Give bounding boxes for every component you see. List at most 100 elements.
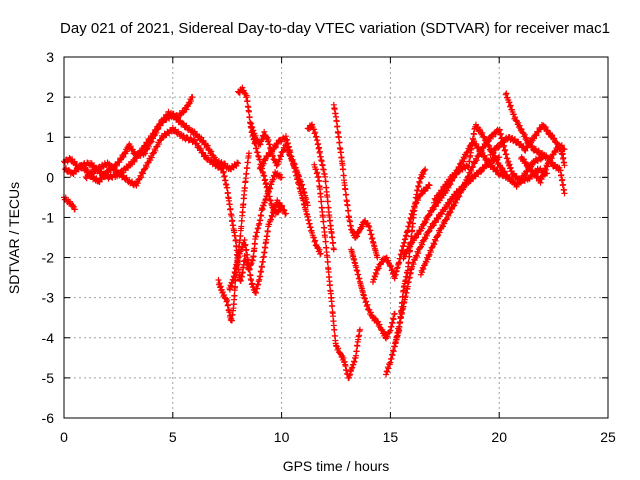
data-point xyxy=(531,135,538,142)
data-point xyxy=(134,180,141,187)
data-point xyxy=(219,289,226,296)
data-point xyxy=(246,113,253,120)
y-tick-label: 1 xyxy=(46,129,54,145)
data-point xyxy=(258,136,265,143)
data-point xyxy=(506,99,513,106)
data-point xyxy=(140,146,147,153)
data-point xyxy=(261,128,268,135)
data-point xyxy=(466,171,473,178)
data-series xyxy=(62,110,242,182)
data-point xyxy=(277,153,284,160)
data-point xyxy=(260,160,267,167)
data-point xyxy=(415,250,422,257)
data-point xyxy=(409,220,416,227)
data-point xyxy=(311,130,318,137)
data-point xyxy=(419,269,426,276)
data-point xyxy=(431,241,438,248)
data-point xyxy=(71,206,78,213)
data-point xyxy=(343,191,350,198)
data-point xyxy=(238,217,245,224)
data-point xyxy=(359,223,366,230)
data-point xyxy=(138,174,145,181)
data-point xyxy=(313,166,320,173)
data-point xyxy=(484,138,491,145)
data-point xyxy=(197,145,204,152)
data-point xyxy=(363,303,370,310)
data-point xyxy=(522,171,529,178)
data-point xyxy=(314,169,321,176)
data-point xyxy=(465,163,472,170)
data-point xyxy=(512,114,519,121)
data-point xyxy=(364,301,371,308)
data-point xyxy=(312,237,319,244)
data-point xyxy=(363,298,370,305)
data-point xyxy=(417,244,424,251)
data-point xyxy=(558,142,565,149)
data-point xyxy=(220,168,227,175)
data-point xyxy=(152,147,159,154)
y-tick-label: -4 xyxy=(42,330,55,346)
data-point xyxy=(461,183,468,190)
data-point xyxy=(542,124,549,131)
data-point xyxy=(419,225,426,232)
data-point xyxy=(324,258,331,265)
data-point xyxy=(331,326,338,333)
data-point xyxy=(494,167,501,174)
data-point xyxy=(229,217,236,224)
data-point xyxy=(385,257,392,264)
data-point xyxy=(495,144,502,151)
data-point xyxy=(441,220,448,227)
data-points xyxy=(61,84,568,382)
data-point xyxy=(238,223,245,230)
data-point xyxy=(365,306,372,313)
data-point xyxy=(336,139,343,146)
y-tick-label: -5 xyxy=(42,370,55,386)
data-point xyxy=(148,154,155,161)
data-point xyxy=(157,121,164,128)
data-point xyxy=(274,140,281,147)
data-point xyxy=(342,186,349,193)
data-point xyxy=(401,253,408,260)
data-point xyxy=(415,183,422,190)
data-point xyxy=(261,249,268,256)
data-point xyxy=(318,198,325,205)
x-axis-label: GPS time / hours xyxy=(283,458,390,474)
data-point xyxy=(188,98,195,105)
data-series xyxy=(61,194,78,213)
data-point xyxy=(316,246,323,253)
data-point xyxy=(155,125,162,132)
data-point xyxy=(476,126,483,133)
data-point xyxy=(148,134,155,141)
data-point xyxy=(322,178,329,185)
data-point xyxy=(354,233,361,240)
data-point xyxy=(329,234,336,241)
data-point xyxy=(533,132,540,139)
data-point xyxy=(277,206,284,213)
data-point xyxy=(208,148,215,155)
plot-frame xyxy=(63,56,609,419)
data-point xyxy=(246,266,253,273)
data-point xyxy=(516,122,523,129)
data-point xyxy=(432,237,439,244)
data-point xyxy=(561,190,568,197)
data-point xyxy=(264,228,271,235)
data-point xyxy=(510,111,517,118)
data-series xyxy=(348,246,398,342)
data-point xyxy=(276,156,283,163)
y-tick-label: -1 xyxy=(42,209,55,225)
data-point xyxy=(471,131,478,138)
data-point xyxy=(432,203,439,210)
data-point xyxy=(268,216,275,223)
data-point xyxy=(61,159,68,166)
data-point xyxy=(479,129,486,136)
data-point xyxy=(269,213,276,220)
data-point xyxy=(525,142,532,149)
data-point xyxy=(384,333,391,340)
data-point xyxy=(142,150,149,157)
y-tick-label: -2 xyxy=(42,250,55,266)
data-point xyxy=(559,150,566,157)
data-series xyxy=(256,133,324,257)
data-point xyxy=(335,134,342,141)
data-point xyxy=(390,316,397,323)
y-tick-label: 0 xyxy=(46,169,54,185)
